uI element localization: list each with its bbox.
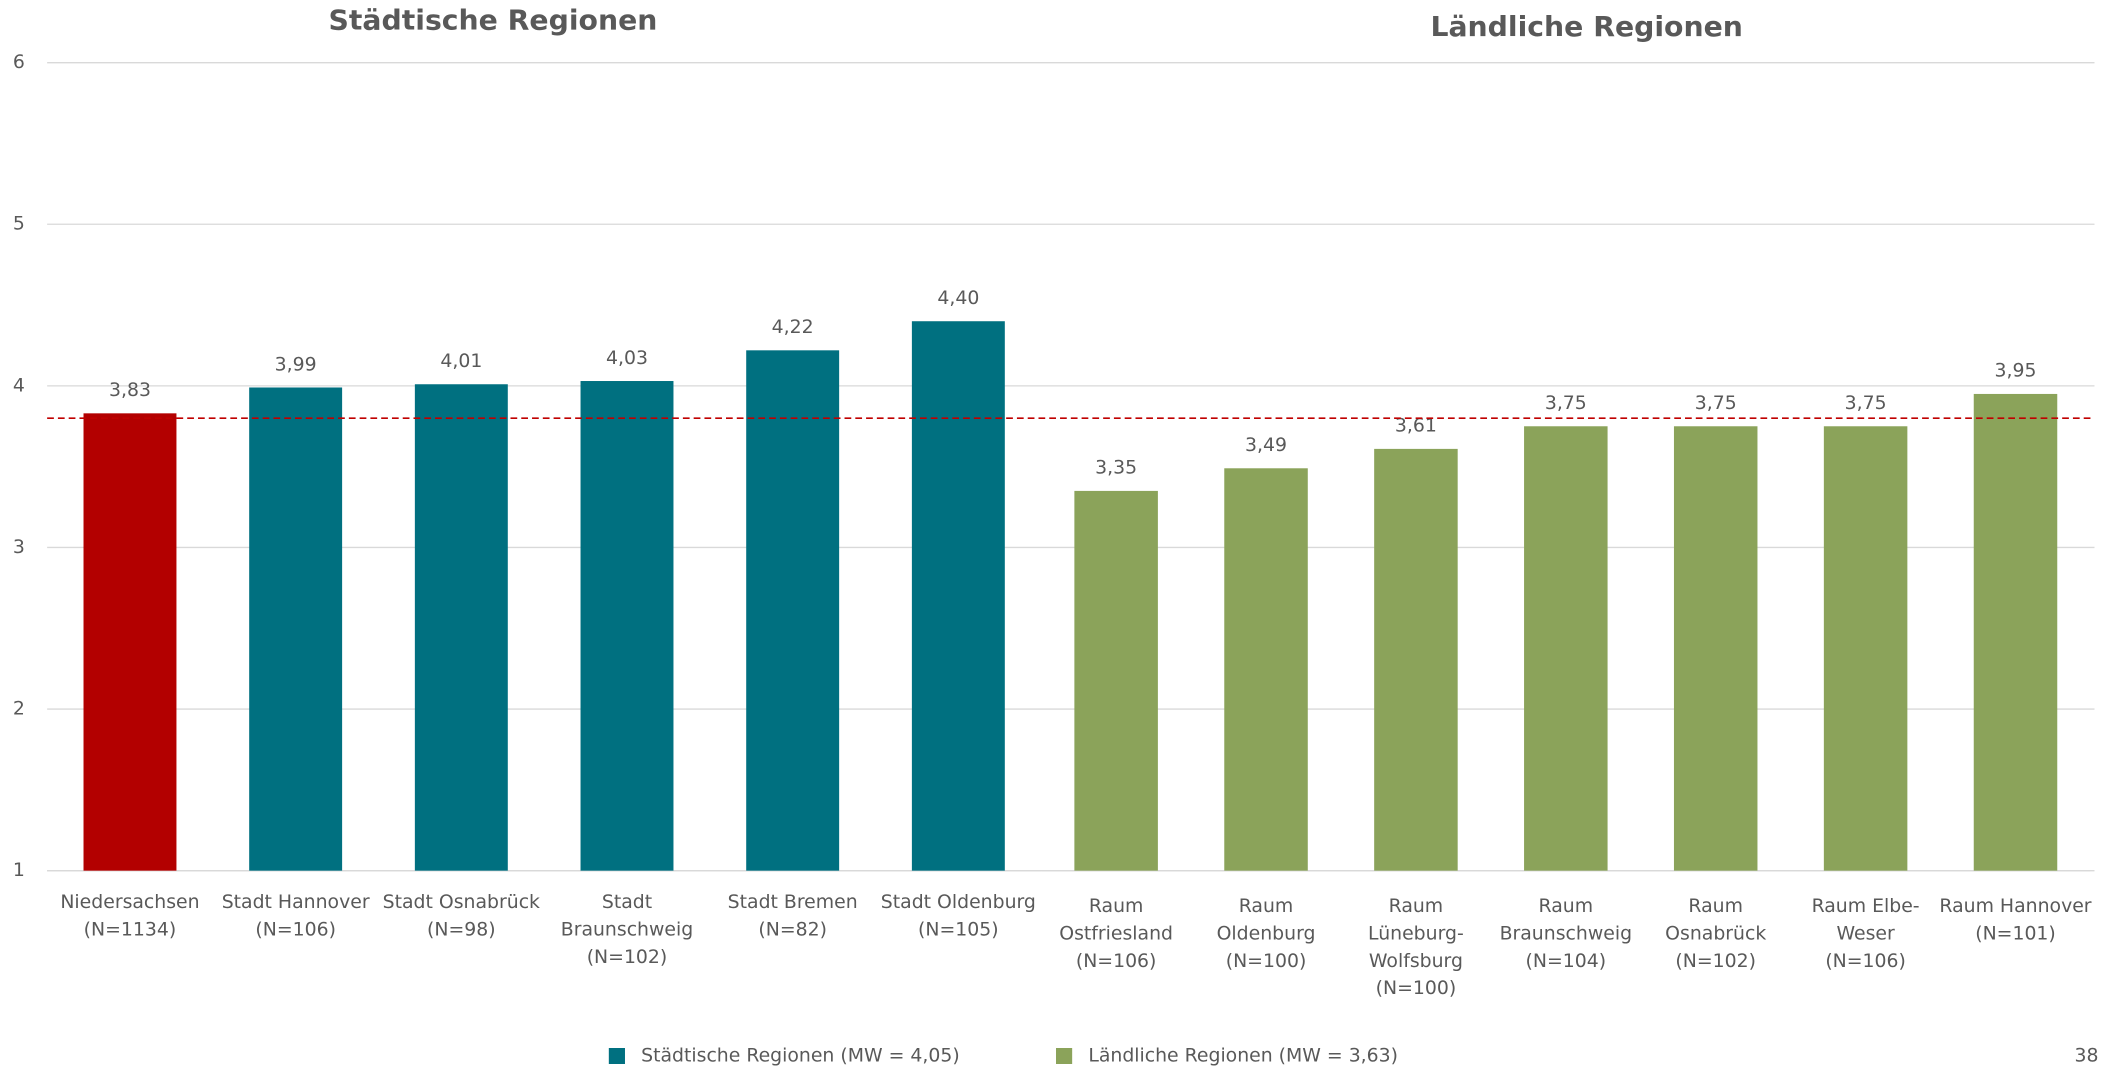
- x-tick-label: (N=100): [1376, 978, 1457, 999]
- bar: [911, 321, 1005, 871]
- x-tick-label: (N=104): [1526, 951, 1607, 972]
- bar: [580, 381, 674, 871]
- value-label: 3,83: [109, 380, 151, 401]
- x-tick-label: Raum: [1389, 896, 1444, 917]
- x-tick-label: Lüneburg-: [1368, 924, 1464, 945]
- x-tick-label: Raum: [1239, 896, 1294, 917]
- bar: [1224, 468, 1308, 871]
- x-tick-label: (N=1134): [84, 920, 177, 941]
- y-tick-label: 6: [13, 52, 25, 73]
- value-label: 4,03: [606, 348, 648, 369]
- x-tick-label: (N=102): [587, 947, 668, 968]
- value-label: 4,01: [440, 351, 482, 372]
- x-tick-label: Stadt Oldenburg: [881, 892, 1036, 913]
- value-label: 4,22: [772, 317, 814, 338]
- x-tick-label: Wolfsburg: [1369, 951, 1463, 972]
- page-number: 38: [2075, 1046, 2099, 1067]
- bar: [1973, 393, 2058, 871]
- value-label: 4,40: [937, 288, 979, 309]
- value-label: 3,49: [1245, 435, 1287, 456]
- x-tick-label: (N=102): [1675, 951, 1756, 972]
- x-tick-label: (N=106): [255, 920, 336, 941]
- x-tick-label: (N=105): [918, 920, 999, 941]
- x-tick-label: Stadt Osnabrück: [383, 892, 540, 913]
- legend-label: Ländliche Regionen (MW = 3,63): [1088, 1046, 1398, 1067]
- x-tick-label: (N=100): [1226, 951, 1307, 972]
- bar: [249, 387, 343, 871]
- bar: [414, 384, 508, 871]
- y-tick-label: 3: [13, 537, 25, 558]
- bar: [1673, 426, 1758, 871]
- value-label: 3,95: [1995, 361, 2037, 382]
- x-tick-label: Weser: [1836, 924, 1895, 945]
- bar: [1524, 426, 1608, 871]
- y-tick-label: 5: [13, 214, 25, 235]
- x-tick-label: Raum Hannover: [1939, 896, 2091, 917]
- value-label: 3,75: [1845, 393, 1887, 414]
- value-label: 3,99: [275, 354, 317, 375]
- value-label: 3,35: [1095, 458, 1137, 479]
- bar: [746, 350, 840, 871]
- y-tick-label: 1: [13, 860, 25, 881]
- legend-swatch: [608, 1048, 625, 1064]
- x-tick-label: (N=106): [1825, 951, 1906, 972]
- x-tick-label: (N=101): [1975, 924, 2056, 945]
- x-tick-label: Niedersachsen: [60, 892, 199, 913]
- x-tick-label: Raum: [1688, 896, 1743, 917]
- y-tick-label: 4: [13, 375, 25, 396]
- bar: [83, 413, 177, 871]
- legend-label: Städtische Regionen (MW = 4,05): [641, 1046, 960, 1067]
- x-tick-label: Braunschweig: [561, 920, 693, 941]
- bar: [1823, 426, 1908, 871]
- x-tick-label: (N=106): [1076, 951, 1157, 972]
- x-tick-label: Stadt: [602, 892, 652, 913]
- x-tick-label: Ostfriesland: [1059, 924, 1173, 945]
- x-tick-label: Oldenburg: [1217, 924, 1316, 945]
- value-label: 3,75: [1545, 393, 1587, 414]
- x-tick-label: Stadt Bremen: [728, 892, 858, 913]
- x-tick-label: (N=98): [427, 920, 496, 941]
- x-tick-label: Stadt Hannover: [222, 892, 370, 913]
- y-tick-label: 2: [13, 699, 25, 720]
- bar: [1374, 448, 1458, 871]
- panel-title: Städtische Regionen: [329, 3, 658, 36]
- legend-swatch: [1056, 1048, 1073, 1064]
- value-label: 3,61: [1395, 416, 1437, 437]
- x-tick-label: Raum: [1539, 896, 1594, 917]
- panel-title: Ländliche Regionen: [1430, 10, 1742, 43]
- x-tick-label: Raum: [1089, 896, 1144, 917]
- x-tick-label: Osnabrück: [1665, 924, 1766, 945]
- x-tick-label: (N=82): [758, 920, 827, 941]
- bar: [1074, 490, 1158, 871]
- value-label: 3,75: [1695, 393, 1737, 414]
- x-tick-label: Braunschweig: [1500, 924, 1632, 945]
- x-tick-label: Raum Elbe-: [1812, 896, 1920, 917]
